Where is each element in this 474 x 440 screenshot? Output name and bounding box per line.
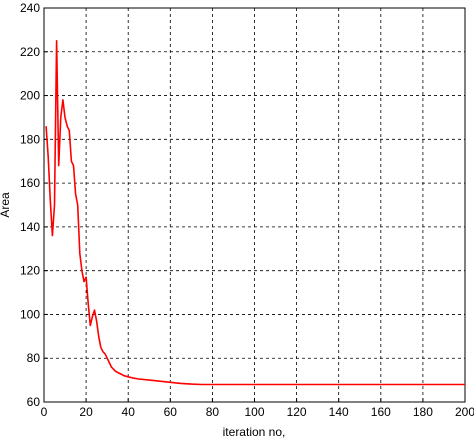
x-tick-label: 160	[371, 405, 391, 419]
y-tick-label: 180	[20, 132, 40, 146]
x-axis: 0 20 40 60 80 100 120 140 160 180 200	[41, 398, 474, 419]
x-tick-label: 140	[329, 405, 349, 419]
y-tick-label: 220	[20, 45, 40, 59]
x-tick-label: 0	[41, 405, 48, 419]
y-tick-label: 100	[20, 307, 40, 321]
x-tick-label: 40	[122, 405, 136, 419]
y-tick-label: 240	[20, 1, 40, 15]
plot-area	[44, 8, 465, 402]
y-tick-label: 140	[20, 220, 40, 234]
x-tick-label: 200	[455, 405, 474, 419]
y-tick-label: 120	[20, 264, 40, 278]
y-tick-label: 60	[27, 395, 41, 409]
y-axis: 60 80 100 120 140 160 180 200 220 240	[20, 1, 48, 409]
grid	[44, 8, 465, 402]
y-tick-label: 200	[20, 89, 40, 103]
x-tick-label: 20	[79, 405, 93, 419]
x-tick-label: 180	[413, 405, 433, 419]
x-axis-title: iteration no,	[223, 425, 286, 439]
y-tick-label: 80	[27, 351, 41, 365]
x-tick-label: 60	[164, 405, 178, 419]
x-tick-label: 100	[244, 405, 264, 419]
y-axis-title: Area	[0, 192, 12, 218]
series-line	[45, 39, 465, 386]
x-tick-label: 120	[287, 405, 307, 419]
y-tick-label: 160	[20, 176, 40, 190]
series-layer	[45, 39, 465, 386]
x-tick-label: 80	[206, 405, 220, 419]
